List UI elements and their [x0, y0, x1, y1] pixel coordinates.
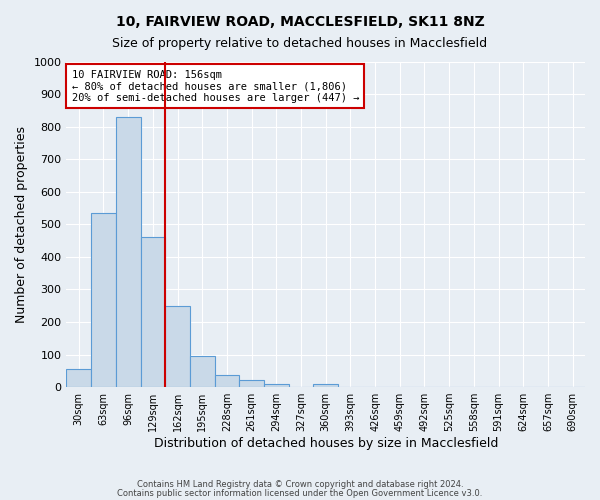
Bar	[239, 380, 264, 387]
Bar	[215, 374, 239, 387]
Bar	[190, 356, 215, 387]
Text: Contains HM Land Registry data © Crown copyright and database right 2024.: Contains HM Land Registry data © Crown c…	[137, 480, 463, 489]
Text: Contains public sector information licensed under the Open Government Licence v3: Contains public sector information licen…	[118, 488, 482, 498]
Text: 10, FAIRVIEW ROAD, MACCLESFIELD, SK11 8NZ: 10, FAIRVIEW ROAD, MACCLESFIELD, SK11 8N…	[116, 15, 484, 29]
Bar	[313, 384, 338, 387]
Bar	[165, 306, 190, 387]
X-axis label: Distribution of detached houses by size in Macclesfield: Distribution of detached houses by size …	[154, 437, 498, 450]
Text: 10 FAIRVIEW ROAD: 156sqm
← 80% of detached houses are smaller (1,806)
20% of sem: 10 FAIRVIEW ROAD: 156sqm ← 80% of detach…	[71, 70, 359, 103]
Bar	[91, 213, 116, 387]
Y-axis label: Number of detached properties: Number of detached properties	[15, 126, 28, 323]
Text: Size of property relative to detached houses in Macclesfield: Size of property relative to detached ho…	[112, 38, 488, 51]
Bar	[67, 369, 91, 387]
Bar	[116, 117, 140, 387]
Bar	[140, 238, 165, 387]
Bar	[264, 384, 289, 387]
